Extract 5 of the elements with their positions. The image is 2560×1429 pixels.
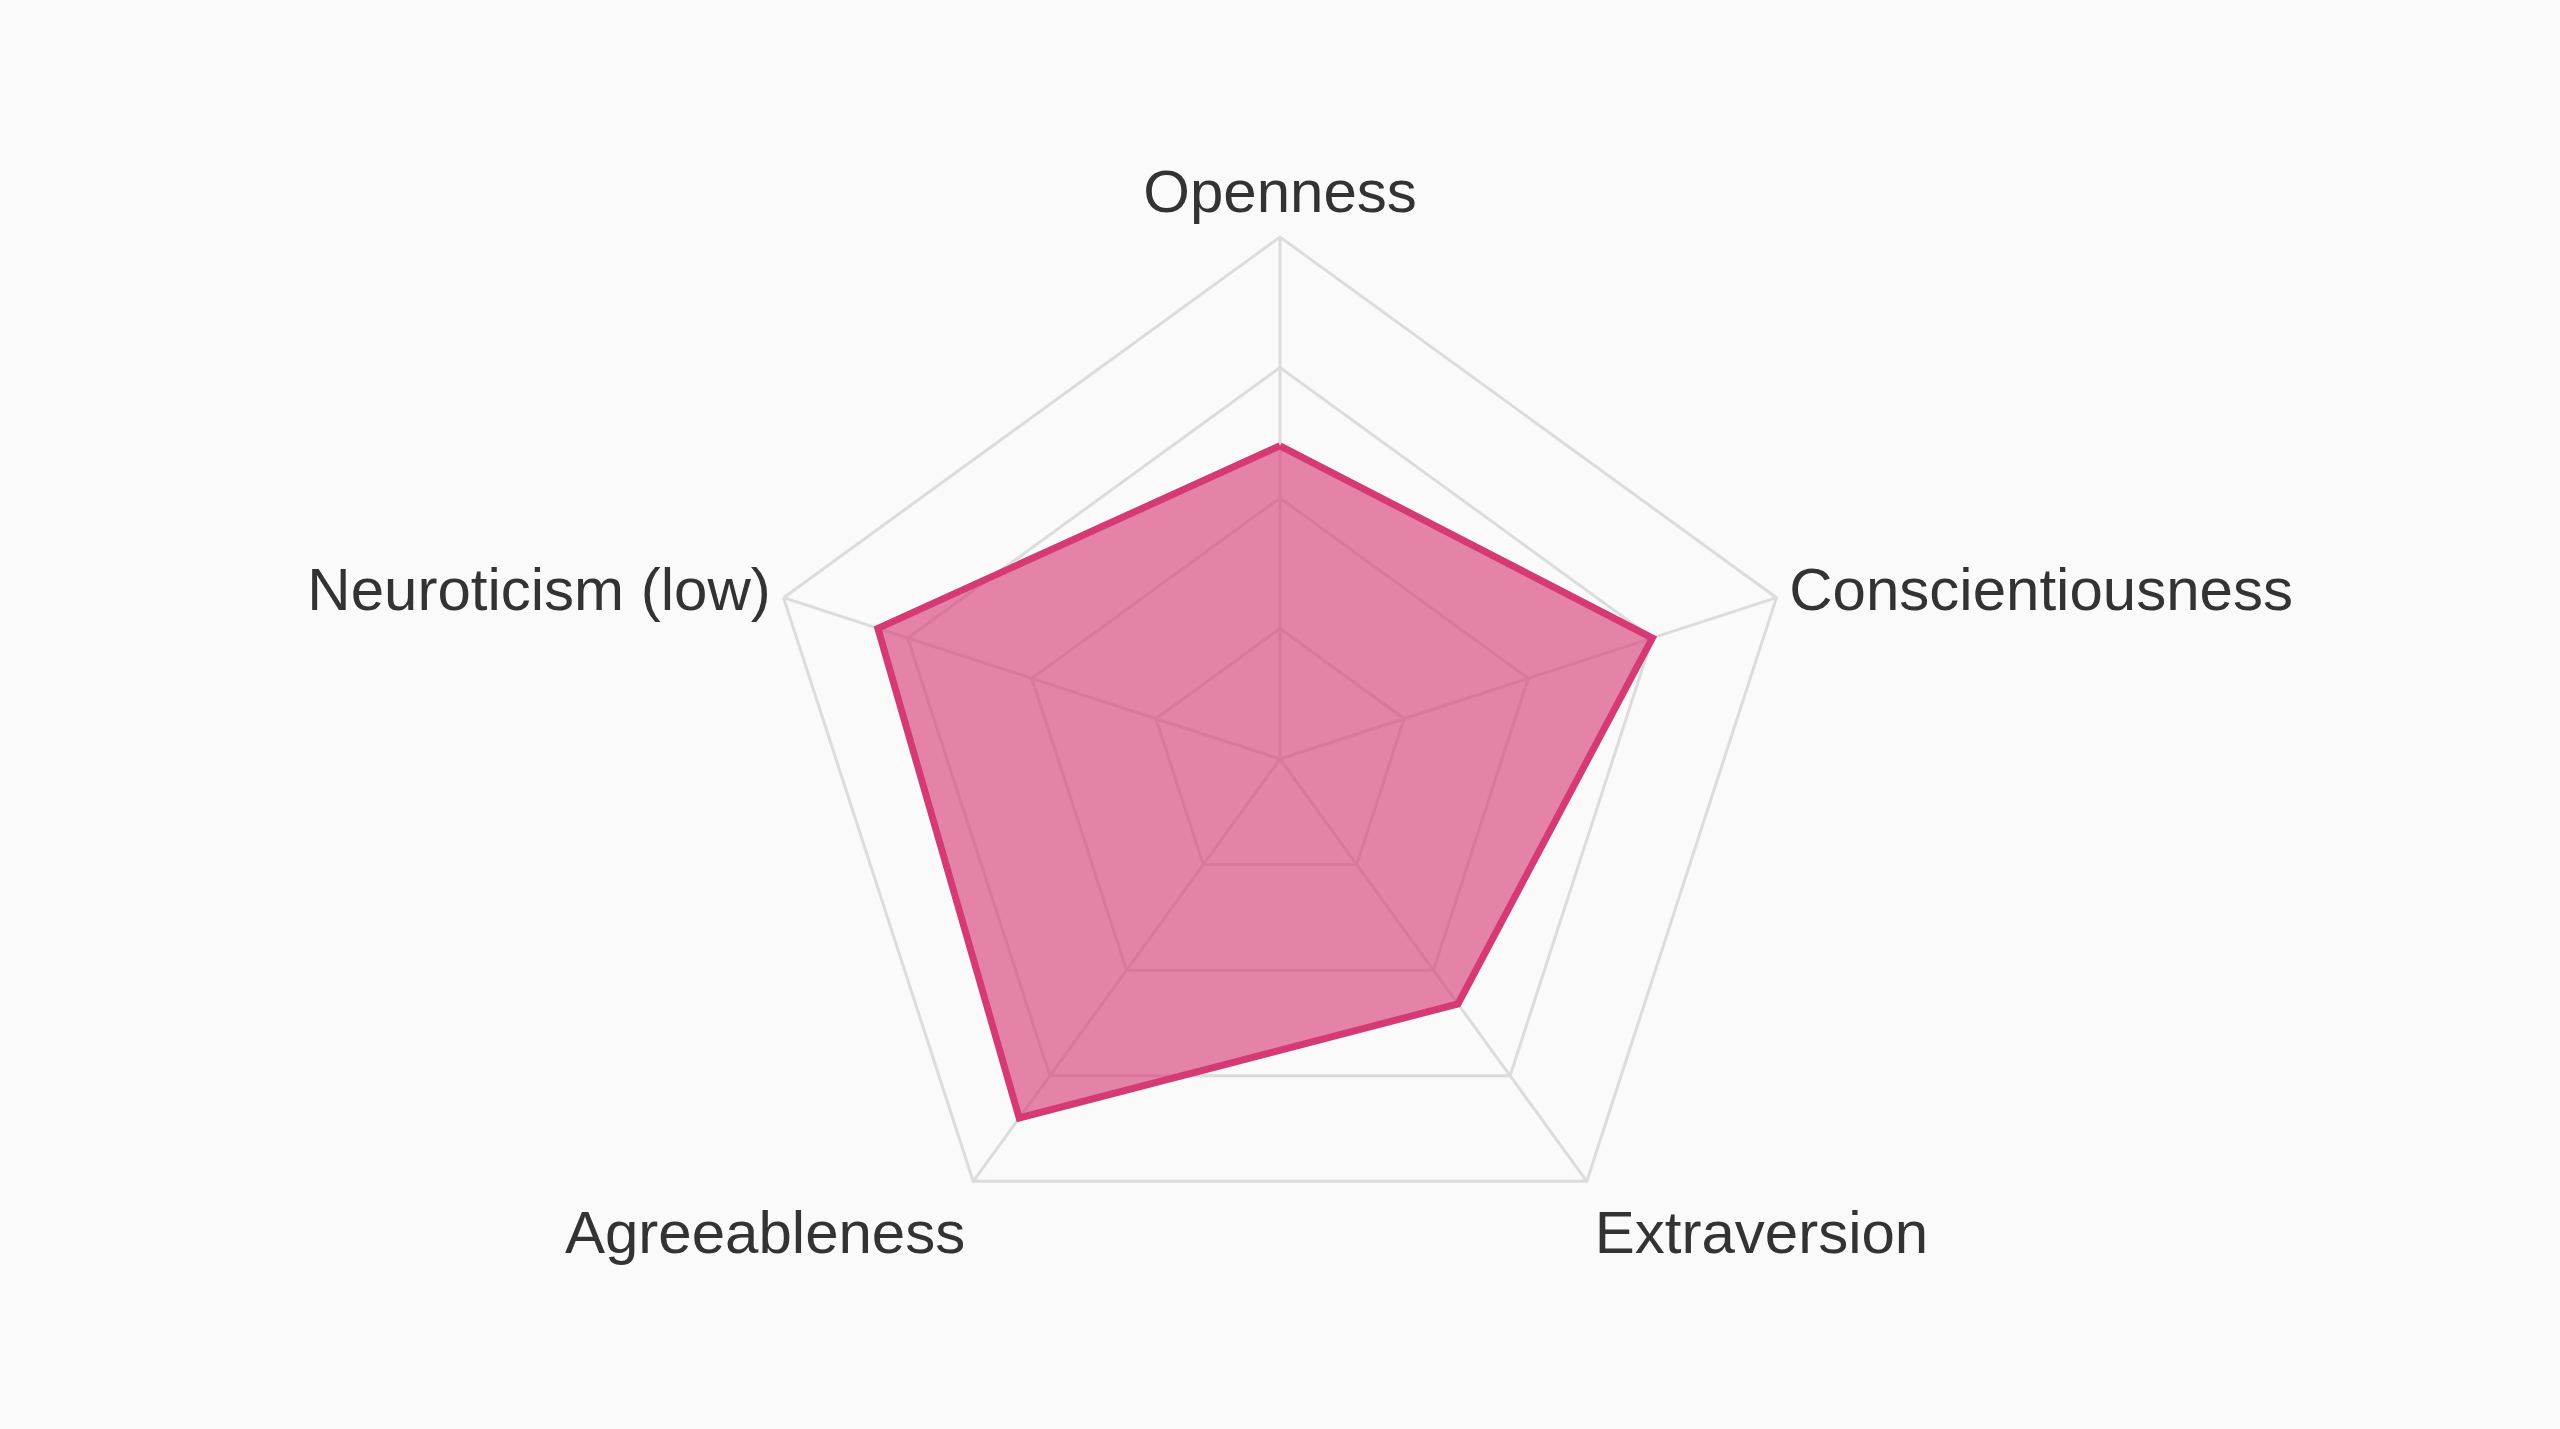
spoke-label: Neuroticism (low) bbox=[307, 555, 771, 623]
spoke-label: Conscientiousness bbox=[1789, 555, 2293, 623]
spoke-label: Agreeableness bbox=[564, 1199, 966, 1267]
spoke-label: Openness bbox=[1143, 157, 1417, 225]
spoke-label: Extraversion bbox=[1594, 1199, 1929, 1267]
